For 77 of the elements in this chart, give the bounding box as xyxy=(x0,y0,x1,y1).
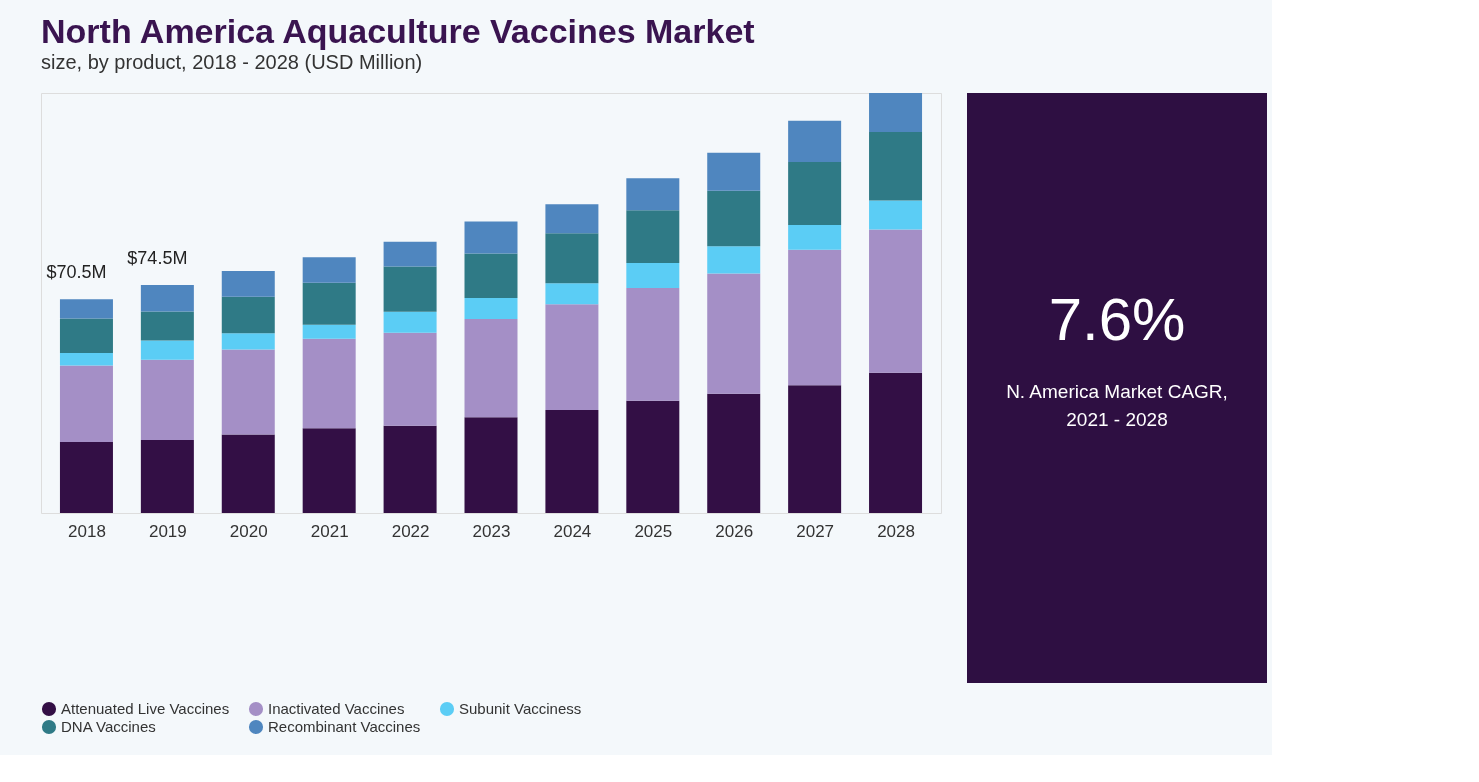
bar xyxy=(788,120,842,162)
bar xyxy=(140,340,194,360)
bar xyxy=(545,204,599,234)
bar xyxy=(140,284,194,312)
bar xyxy=(383,425,437,513)
bar xyxy=(383,332,437,426)
bar xyxy=(140,311,194,341)
bar xyxy=(464,221,518,254)
x-tick-label: 2019 xyxy=(148,521,187,541)
bar xyxy=(59,352,113,366)
x-tick-label: 2020 xyxy=(229,521,268,541)
legend-label: Attenuated Live Vaccines xyxy=(61,700,230,717)
bar xyxy=(545,304,599,411)
bar xyxy=(707,393,761,513)
bar xyxy=(383,266,437,312)
bar xyxy=(302,282,356,325)
x-tick-label: 2025 xyxy=(634,521,673,541)
bar xyxy=(221,333,275,350)
bar xyxy=(464,297,518,319)
bar xyxy=(221,349,275,435)
x-tick-label: 2018 xyxy=(68,521,106,541)
bar xyxy=(464,253,518,298)
bar xyxy=(869,229,923,373)
bar xyxy=(626,210,680,264)
bar xyxy=(545,410,599,513)
annotation: $74.5M xyxy=(127,247,188,268)
x-tick-label: 2026 xyxy=(715,521,754,541)
bar xyxy=(545,233,599,284)
bar xyxy=(59,299,113,319)
bar xyxy=(383,311,437,333)
bar xyxy=(788,385,842,513)
bar xyxy=(464,318,518,418)
bar xyxy=(707,190,761,247)
bar xyxy=(869,372,923,513)
bar xyxy=(707,273,761,394)
chart-subtitle: size, by product, 2018 - 2028 (USD Million) xyxy=(41,51,423,73)
annotation: $70.5M xyxy=(46,262,107,283)
bar xyxy=(59,365,113,443)
x-tick-label: 2024 xyxy=(553,521,592,541)
bar xyxy=(59,318,113,353)
bar xyxy=(59,442,113,513)
bar xyxy=(869,200,923,230)
bar xyxy=(221,296,275,334)
bar xyxy=(788,249,842,386)
text: 7.6% xyxy=(1048,286,1186,353)
bar xyxy=(221,434,275,513)
bar xyxy=(545,283,599,305)
bar xyxy=(707,152,761,191)
x-tick-label: 2021 xyxy=(310,521,349,541)
bar xyxy=(302,257,356,283)
bar xyxy=(383,241,437,267)
bar xyxy=(869,93,923,133)
legend-label: DNA Vaccines xyxy=(61,718,156,735)
bar xyxy=(221,271,275,297)
bar xyxy=(464,417,518,513)
bar xyxy=(626,263,680,288)
bar xyxy=(140,439,194,513)
text: N. America Market CAGR, 2021 - 2028 xyxy=(1006,381,1228,430)
bar xyxy=(140,359,194,440)
legend-label: Recombinant Vaccines xyxy=(268,718,421,735)
bar xyxy=(788,161,842,225)
bar xyxy=(302,338,356,429)
x-tick-label: 2027 xyxy=(796,521,835,541)
bar xyxy=(302,428,356,513)
bar xyxy=(788,224,842,250)
x-tick-label: 2028 xyxy=(877,521,915,541)
x-tick-label: 2022 xyxy=(391,521,430,541)
legend-label: Inactivated Vaccines xyxy=(268,700,405,717)
bar xyxy=(302,324,356,339)
bar xyxy=(626,400,680,513)
bar xyxy=(626,178,680,211)
bar xyxy=(626,287,680,401)
bar xyxy=(869,132,923,201)
legend-label: Subunit Vacciness xyxy=(459,700,582,717)
x-tick-label: 2023 xyxy=(472,521,511,541)
chart-title: North America Aquaculture Vaccines Market xyxy=(41,12,755,50)
bar xyxy=(707,246,761,274)
